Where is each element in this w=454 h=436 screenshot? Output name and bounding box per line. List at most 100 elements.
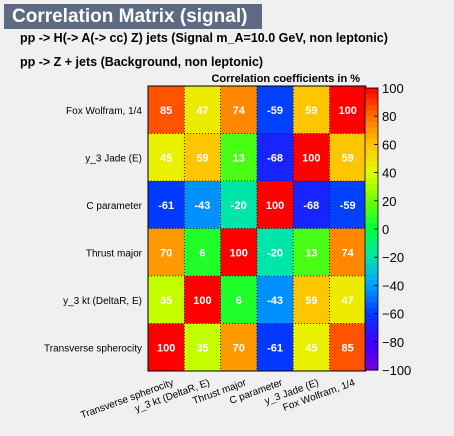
cell-value-label: 100 [230, 247, 248, 259]
colorbar-tick-label: 60 [382, 137, 396, 152]
heatmap-cell [329, 228, 367, 277]
cell-value-label: 100 [302, 152, 320, 164]
cell-value-label: 59 [342, 152, 354, 164]
colorbar-segment [365, 358, 378, 365]
heatmap-cell [220, 86, 258, 134]
cell-value-label: -20 [231, 200, 247, 212]
cell-value-label: 100 [266, 200, 284, 212]
heatmap-cell [293, 228, 330, 277]
heatmap-cell [184, 323, 222, 372]
colorbar-segment [365, 268, 378, 275]
cell-value-label: 6 [199, 247, 205, 259]
colorbar-segment [365, 99, 378, 106]
heatmap-cell [148, 86, 185, 134]
cell-value-label: -43 [194, 200, 210, 212]
colorbar-segment [365, 195, 378, 202]
cell-value-label: -68 [303, 200, 319, 212]
colorbar-segment [365, 166, 378, 174]
colorbar-segment [365, 189, 378, 196]
colorbar-segment [365, 364, 378, 371]
cell-value-label: 70 [160, 247, 172, 259]
heatmap-cell [148, 276, 185, 324]
colorbar-segment [365, 279, 378, 286]
cell-value-label: 45 [160, 152, 172, 164]
cell-value-label: 47 [196, 105, 208, 117]
colorbar-segment [365, 133, 378, 140]
colorbar-segment [365, 341, 378, 349]
heatmap-cell [220, 181, 258, 229]
colorbar-segment [365, 313, 378, 320]
heatmap-cell [329, 323, 367, 372]
colorbar-segment [365, 161, 378, 168]
heatmap-cell [148, 323, 185, 372]
colorbar-segment [365, 183, 378, 191]
cell-value-label: 6 [236, 295, 242, 307]
heatmap-cell [220, 228, 258, 277]
heatmap-cell [220, 323, 258, 372]
colorbar-segment [365, 285, 378, 292]
colorbar-segment [365, 353, 378, 360]
cell-value-label: 59 [196, 152, 208, 164]
cell-value-label: 13 [305, 247, 317, 259]
y-axis-label: Thrust major [86, 248, 143, 259]
cell-value-label: 35 [196, 342, 208, 354]
colorbar-segment [365, 93, 378, 100]
colorbar-segment [365, 223, 378, 230]
colorbar-segment [365, 257, 378, 264]
colorbar-segment [365, 212, 378, 219]
heatmap-cell [256, 86, 294, 134]
colorbar-segment [365, 274, 378, 281]
y-axis-label: Transverse spherocity [44, 343, 142, 354]
colorbar-segment [365, 234, 378, 241]
heatmap-cell [148, 228, 185, 277]
cell-value-label: 100 [157, 342, 175, 354]
colorbar-tick-label: 40 [382, 166, 396, 181]
colorbar-tick-label: −100 [382, 363, 411, 378]
cell-value-label: -43 [267, 295, 283, 307]
colorbar-segment [365, 229, 378, 236]
heatmap-cell [293, 323, 330, 372]
colorbar-segment [365, 127, 378, 134]
heatmap-cell [184, 228, 222, 277]
colorbar-tick-label: 0 [382, 222, 389, 237]
cell-value-label: 85 [160, 105, 172, 117]
y-axis-label: C parameter [86, 201, 142, 212]
colorbar-tick-label: 100 [382, 81, 404, 96]
colorbar-segment [365, 347, 378, 354]
colorbar-tick-label: −80 [382, 335, 404, 350]
colorbar-segment [365, 138, 378, 145]
colorbar-tick-label: −40 [382, 278, 404, 293]
colorbar-segment [365, 110, 378, 117]
y-axis-label: y_3 kt (DeltaR, E) [63, 296, 142, 307]
cell-value-label: -61 [158, 200, 174, 212]
cell-value-label: -61 [267, 342, 283, 354]
cell-value-label: 13 [233, 152, 245, 164]
colorbar-segment [365, 200, 378, 208]
colorbar-tick-label: −20 [382, 250, 404, 265]
heatmap-cell [256, 323, 294, 372]
cell-value-label: 85 [342, 342, 354, 354]
cell-value-label: 74 [233, 105, 246, 117]
cell-value-label: 100 [338, 105, 356, 117]
heatmap-cell [256, 181, 294, 229]
colorbar-segment [365, 307, 378, 315]
heatmap-cell [184, 86, 222, 134]
colorbar-segment [365, 336, 378, 343]
colorbar-segment [365, 324, 378, 332]
heatmap-cell [184, 276, 222, 324]
heatmap-cell [293, 86, 330, 134]
chart-title: Correlation Matrix (signal) [12, 6, 248, 27]
heatmap-cell [256, 228, 294, 277]
cell-value-label: 47 [342, 295, 354, 307]
cell-value-label: -59 [267, 105, 283, 117]
heatmap-cell [184, 181, 222, 229]
heatmap-cell [293, 276, 330, 324]
chart-title-box: Correlation Matrix (signal) [4, 4, 262, 29]
heatmap-cell [256, 133, 294, 182]
heatmap-cell [148, 181, 185, 229]
heatmap-cell [220, 133, 258, 182]
colorbar-segment [365, 178, 378, 185]
cell-value-label: -20 [267, 247, 283, 259]
colorbar-tick-label: 20 [382, 194, 396, 209]
colorbar-segment [365, 144, 378, 151]
